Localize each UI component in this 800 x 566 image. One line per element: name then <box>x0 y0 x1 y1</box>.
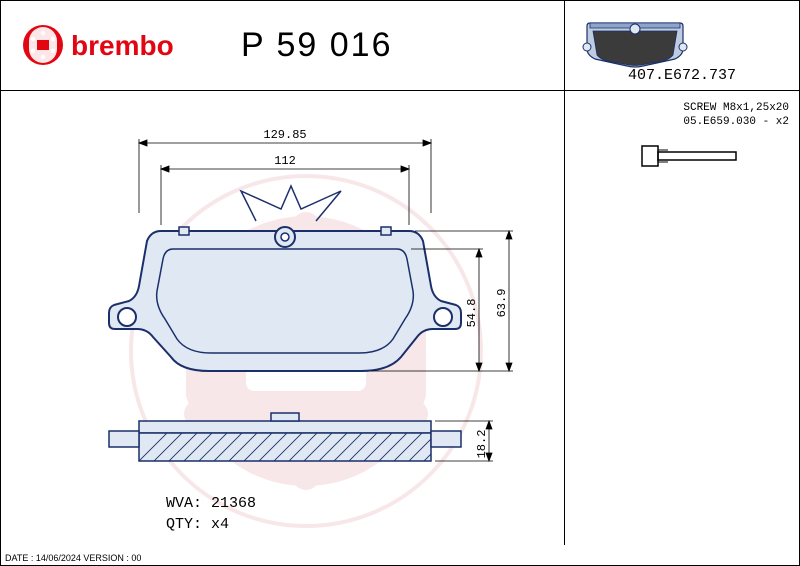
part-number: P 59 016 <box>241 26 393 65</box>
wva-block: WVA: 21368 QTY: x4 <box>166 493 256 535</box>
wva-label: WVA: <box>166 495 202 512</box>
dim-height-inner: 54.8 <box>465 299 479 328</box>
technical-drawing: 129.85 112 <box>1 91 565 521</box>
qty-value: x4 <box>211 516 229 533</box>
bolt-icon <box>634 136 754 176</box>
brand-text: brembo <box>71 30 174 61</box>
body: 129.85 112 <box>1 91 799 545</box>
header: brembo P 59 016 407.E672.737 <box>1 1 799 91</box>
header-right: 407.E672.737 <box>565 1 799 90</box>
screw-code: 05.E659.030 - x2 <box>683 115 789 129</box>
header-ref-code: 407.E672.737 <box>565 67 799 84</box>
pad-thumbnail <box>575 11 695 71</box>
dim-width-inner: 112 <box>274 154 296 168</box>
brembo-logo: brembo <box>21 23 201 68</box>
dim-height-outer: 63.9 <box>495 289 509 318</box>
screw-spec: SCREW M8x1,25x20 <box>683 101 789 115</box>
screw-label-block: SCREW M8x1,25x20 05.E659.030 - x2 <box>683 101 789 130</box>
side-panel: SCREW M8x1,25x20 05.E659.030 - x2 <box>565 91 799 545</box>
main-panel: 129.85 112 <box>1 91 565 545</box>
header-left: brembo P 59 016 <box>1 1 565 90</box>
dim-thickness: 18.2 <box>475 430 489 459</box>
footer-date: DATE : 14/06/2024 VERSION : 00 <box>5 553 141 563</box>
qty-label: QTY: <box>166 516 202 533</box>
wva-value: 21368 <box>211 495 256 512</box>
dim-width-outer: 129.85 <box>263 128 306 142</box>
drawing-frame: brembo P 59 016 407.E672.737 <box>0 0 800 566</box>
